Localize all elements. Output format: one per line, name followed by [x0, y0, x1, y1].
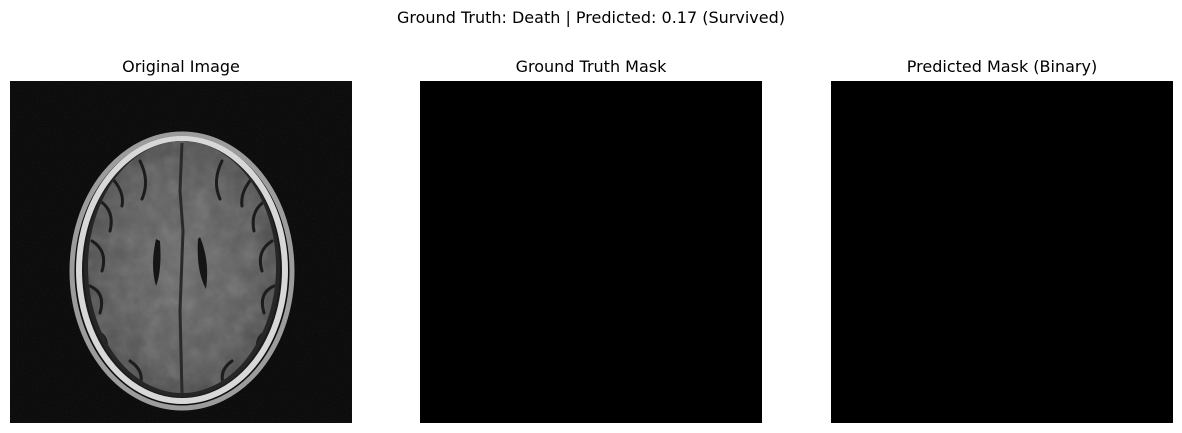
ground-truth-mask-title: Ground Truth Mask	[515, 57, 667, 76]
original-image-title: Original Image	[122, 57, 240, 76]
predicted-mask-panel	[831, 81, 1173, 423]
ground-truth-mask-panel	[420, 81, 762, 423]
brain-mri-image	[10, 81, 352, 423]
original-image-panel	[10, 81, 352, 423]
figure-suptitle: Ground Truth: Death | Predicted: 0.17 (S…	[397, 8, 785, 27]
predicted-mask-title: Predicted Mask (Binary)	[906, 57, 1098, 76]
